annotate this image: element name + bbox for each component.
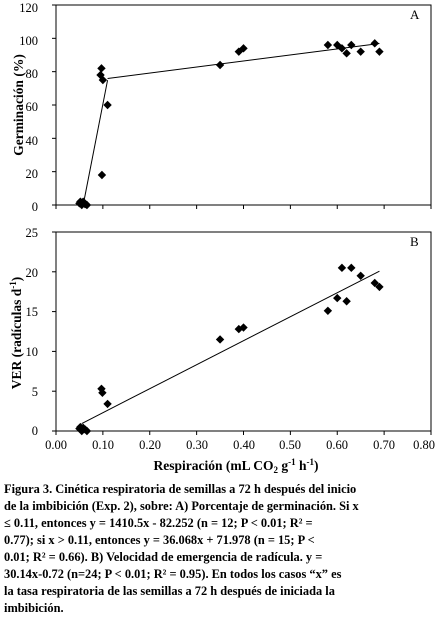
panel-b-data-point xyxy=(239,323,248,332)
x-tick: 0.10 xyxy=(92,438,114,452)
panel-b-y-tick: 10 xyxy=(26,345,39,359)
x-axis-label: Respiración (mL CO2 g-1 h-1) xyxy=(153,457,318,475)
panel-a-data-point xyxy=(97,170,107,180)
panel-a-label: A xyxy=(410,7,420,22)
panel-b-data-point xyxy=(337,263,347,273)
panel-b-data-point xyxy=(215,335,225,344)
caption-line: 0.77); si x > 0.11, entonces y = 36.068x… xyxy=(4,533,315,547)
panel-b-ver: 25 20 15 10 5 0 0.00 0.10 0.20 0.30 0.40… xyxy=(8,226,435,475)
panel-a-y-tick: 0 xyxy=(32,200,38,214)
caption-line: Figura 3. Cinética respiratoria de semil… xyxy=(4,482,357,496)
x-tick: 0.70 xyxy=(373,438,395,452)
panel-a-data-point xyxy=(103,100,112,110)
x-tick: 0.60 xyxy=(326,438,348,452)
x-tick: 0.80 xyxy=(413,438,435,452)
panel-b-fit-line xyxy=(81,270,380,424)
panel-a-data-point xyxy=(347,40,356,50)
panel-b-data-point xyxy=(103,399,112,409)
caption-line: ≤ 0.11, entonces y = 1410.5x - 82.252 (n… xyxy=(4,516,313,530)
panel-a-y-tick: 60 xyxy=(26,100,39,114)
caption-line: la tasa respiratoria de las semillas a 7… xyxy=(4,584,335,598)
panel-b-data-point xyxy=(347,263,356,273)
panel-a-data-point xyxy=(98,75,108,85)
panel-a-data-point xyxy=(337,44,347,53)
figure: 120 100 80 60 40 20 0 A Germinación (%) … xyxy=(8,1,435,475)
panel-a-data-point xyxy=(375,47,384,56)
panel-a-data-point xyxy=(97,64,106,73)
panel-a-data-point xyxy=(342,49,351,58)
panel-a-y-tick: 100 xyxy=(19,34,38,48)
x-tick: 0.50 xyxy=(279,438,301,452)
panel-a-y-axis-label: Germinación (%) xyxy=(11,54,26,156)
caption-line: imbibición. xyxy=(4,601,64,615)
caption-line: de la imbibición (Exp. 2), sobre: A) Por… xyxy=(4,499,359,513)
x-tick: 0.00 xyxy=(45,438,67,452)
x-tick: 0.20 xyxy=(139,438,161,452)
panel-b-data-point xyxy=(234,324,244,334)
panel-a-data-point xyxy=(215,60,225,70)
panel-b-y-tick: 0 xyxy=(32,424,38,438)
figure-caption: Figura 3. Cinética respiratoria de semil… xyxy=(4,481,442,617)
panel-a-fit-line xyxy=(107,43,380,79)
panel-b-y-axis-label: VER (radículas d-1) xyxy=(8,277,24,390)
panel-a-germination: 120 100 80 60 40 20 0 A Germinación (%) xyxy=(11,1,432,214)
panel-b-data-point xyxy=(370,278,379,288)
panel-a-y-tick: 80 xyxy=(26,67,39,81)
panel-a-data-point xyxy=(356,47,365,56)
panel-a-y-tick: 40 xyxy=(26,134,39,148)
x-tick: 0.30 xyxy=(186,438,208,452)
panel-b-y-tick: 25 xyxy=(26,226,39,240)
panel-b-data-point xyxy=(82,426,92,436)
panel-a-data-point xyxy=(82,200,92,210)
caption-line: 30.14x-0.72 (n=24; P < 0.01; R² = 0.95).… xyxy=(4,567,342,581)
panel-a-data-point xyxy=(239,44,248,53)
panel-a-data-point xyxy=(323,40,333,50)
panel-b-label: B xyxy=(410,234,419,249)
x-tick: 0.40 xyxy=(233,438,255,452)
panel-b-data-point xyxy=(98,388,107,397)
panel-a-data-point xyxy=(370,39,379,48)
panel-a-y-tick: 120 xyxy=(19,1,38,15)
panel-b-y-tick: 15 xyxy=(26,305,39,319)
panel-b-data-point xyxy=(323,306,333,316)
panel-b-data-point xyxy=(342,297,351,306)
panel-b-y-tick: 5 xyxy=(32,385,38,399)
panel-b-data-point xyxy=(375,282,384,292)
panel-b-data-point xyxy=(356,271,365,280)
caption-line: 0.01; R² = 0.66). B) Velocidad de emerge… xyxy=(4,550,323,564)
panel-a-y-tick: 20 xyxy=(26,167,39,181)
panel-b-y-tick: 20 xyxy=(26,266,39,280)
panel-a-data-point xyxy=(234,47,244,56)
panel-a-frame xyxy=(55,4,432,206)
panel-b-data-point xyxy=(333,293,342,303)
panel-a-fit-line xyxy=(82,80,109,206)
